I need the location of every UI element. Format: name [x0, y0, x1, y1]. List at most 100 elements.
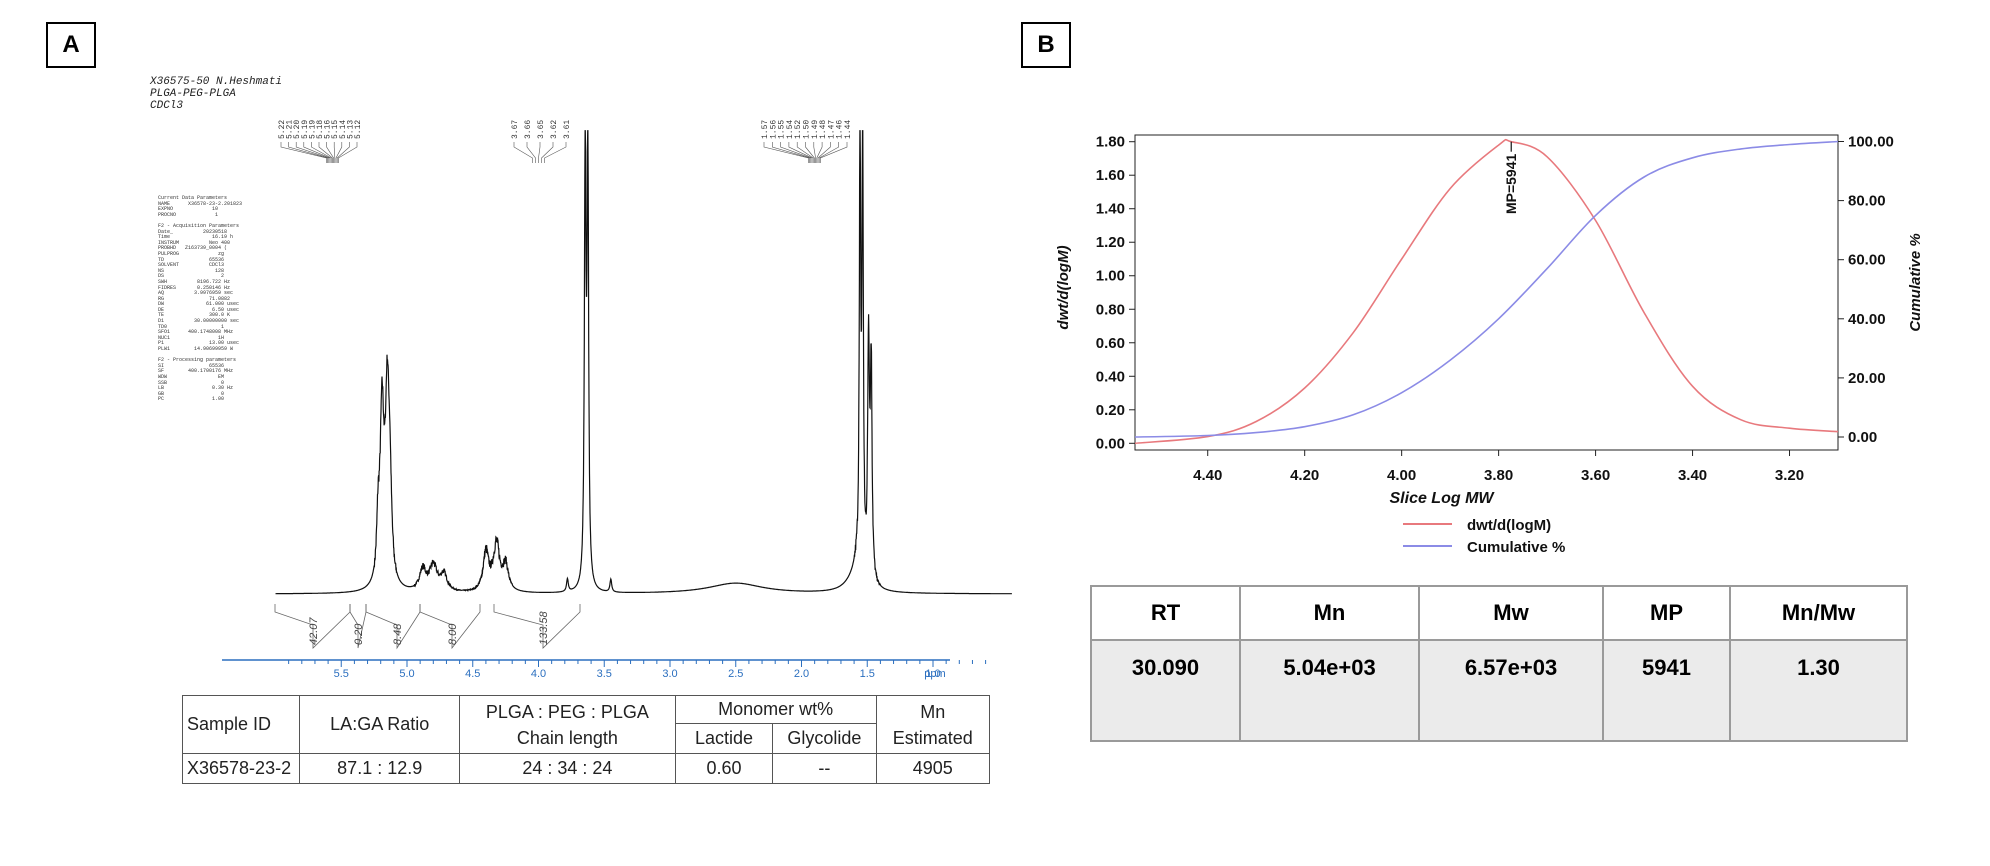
nmr-peak-leader [303, 142, 331, 163]
cell-glycolide: -- [772, 753, 877, 784]
gpc-y-tick-label: 0.40 [1096, 368, 1125, 385]
nmr-axis-tick-label: 4.5 [465, 668, 480, 680]
nmr-sample-info-line: X36575-50 N.Heshmati [150, 76, 283, 88]
nmr-peak-label: 1.52 [794, 120, 803, 139]
nmr-sample-info-line: CDCl3 [150, 100, 184, 112]
gpc-legend-label: dwt/d(logM) [1467, 517, 1551, 534]
gpc-series-cumulative-line [1134, 140, 1839, 438]
nmr-peak-label: 1.48 [819, 120, 828, 139]
gpc-mp-annotation: MP=5941 [1503, 153, 1519, 214]
nmr-axis-tick-label: 3.0 [662, 668, 677, 680]
nmr-peak-leader [816, 142, 823, 163]
nmr-integral-labels: 42.07 0.20 8.48 8.00 133.58 [274, 604, 581, 650]
gpc-y2-tick-label: 40.00 [1848, 311, 1886, 328]
nmr-axis-tick-label: 1.5 [860, 668, 875, 680]
gpc-x-tick-label: 3.20 [1775, 467, 1804, 484]
nmr-peak-label: 1.49 [811, 120, 820, 139]
nmr-integral-value: 8.48 [392, 623, 404, 645]
nmr-peak-label: 1.57 [761, 120, 770, 139]
nmr-peak-label: 5.19 [301, 120, 310, 139]
nmr-peak-label: 1.56 [769, 120, 778, 139]
header-lactide: Lactide [674, 723, 774, 754]
nmr-peak-leader [817, 142, 831, 163]
gpc-annotation: MP=5941 [1503, 141, 1519, 214]
nmr-peak-leader [288, 142, 328, 163]
header-sample-id: Sample ID [181, 695, 301, 754]
nmr-peak-label: 3.66 [524, 120, 533, 139]
gpc-chart: 4.40 4.20 4.00 3.80 3.60 3.40 3.20 0.00 0.20 0.40… [1055, 134, 1924, 556]
nmr-axis-tick-label: 2.0 [794, 668, 809, 680]
gpc-y-tick-label: 1.80 [1096, 134, 1125, 151]
nmr-peak-label: 5.20 [293, 120, 302, 139]
panel-label-b: B [1021, 22, 1071, 68]
nmr-axis-tick-label: 5.0 [399, 668, 414, 680]
nmr-integral-value: 8.00 [447, 623, 459, 645]
nmr-sample-info: X36575-50 N.Heshmati PLGA-PEG-PLGA CDCl3 [150, 76, 282, 112]
cell-lactide: 0.60 [674, 753, 774, 784]
nmr-axis-tick-label: 1.0 [925, 668, 940, 680]
nmr-peak-label: 5.15 [331, 120, 340, 139]
gpc-y-tick-label: 1.20 [1096, 234, 1125, 251]
nmr-peak-leader [544, 142, 567, 163]
nmr-peak-label: 1.55 [778, 120, 787, 139]
nmr-peak-label: 3.65 [537, 120, 546, 139]
cell-la-ga-ratio: 87.1 : 12.9 [299, 753, 460, 784]
nmr-axis-tick-label: 4.0 [531, 668, 546, 680]
gpc-header-mn: Mn [1239, 585, 1420, 641]
nmr-peak-label: 1.44 [844, 120, 853, 139]
gpc-y-tick-label: 0.80 [1096, 301, 1125, 318]
header-monomer: Monomer wt% [674, 695, 877, 724]
nmr-peak-label: 3.61 [563, 120, 572, 139]
cell-sample-id: X36578-23-2 [181, 753, 301, 784]
gpc-series [1134, 138, 1839, 445]
nmr-peak-label: 5.14 [339, 120, 348, 139]
gpc-x-tick-label: 4.20 [1290, 467, 1319, 484]
nmr-peak-label: 5.13 [346, 120, 355, 139]
cell-chain-length: 24 : 34 : 24 [459, 753, 676, 784]
nmr-peak-leader [538, 142, 541, 163]
header-mn-estimated: Mn Estimated [875, 695, 991, 754]
gpc-y2-tick-label: 20.00 [1848, 370, 1886, 387]
gpc-x-tick-label: 4.40 [1193, 467, 1222, 484]
gpc-y2-tick-label: 60.00 [1848, 252, 1886, 269]
nmr-spectrum-chart: 5.225.215.205.195.195.185.165.155.145.13… [222, 120, 1012, 680]
nmr-peak-leader [780, 142, 812, 163]
nmr-peak-leader [280, 142, 327, 163]
nmr-peak-label: 1.47 [827, 120, 836, 139]
nmr-sample-info-line: PLGA-PEG-PLGA [150, 88, 236, 100]
gpc-value-mn-mw: 1.30 [1729, 639, 1908, 742]
gpc-y-tick-label: 1.60 [1096, 167, 1125, 184]
nmr-peak-leader [335, 142, 343, 163]
nmr-peak-leader [333, 142, 336, 163]
nmr-axis-unit: ppm [924, 668, 945, 680]
nmr-peak-labels: 5.225.215.205.195.195.185.165.155.145.13… [278, 120, 853, 163]
gpc-x-tick-label: 4.00 [1387, 467, 1416, 484]
nmr-peak-leader [796, 142, 814, 163]
nmr-peak-leader [541, 142, 554, 163]
gpc-x-tick-label: 3.40 [1678, 467, 1707, 484]
nmr-integral-value: 133.58 [538, 610, 550, 645]
nmr-peak-label: 5.16 [324, 120, 333, 139]
nmr-spectrum-trace [275, 130, 1012, 595]
nmr-integral-value: 42.07 [308, 617, 320, 645]
nmr-integral-bracket [419, 604, 481, 650]
gpc-y2-tick-label: 100.00 [1848, 134, 1894, 151]
gpc-header-mn-mw: Mn/Mw [1729, 585, 1908, 641]
gpc-y-tick-label: 1.40 [1096, 201, 1125, 218]
gpc-x-tick-label: 3.80 [1484, 467, 1513, 484]
gpc-header-mw: Mw [1418, 585, 1604, 641]
nmr-peak-label: 5.18 [316, 120, 325, 139]
gpc-legend-label: Cumulative % [1467, 539, 1565, 556]
nmr-axis-tick-label: 2.5 [728, 668, 743, 680]
gpc-y-tick-label: 0.00 [1096, 435, 1125, 452]
gpc-series-dwt-line [1134, 138, 1839, 445]
gpc-y-tick-label: 0.20 [1096, 402, 1125, 419]
nmr-summary-table: Sample ID LA:GA Ratio PLGA : PEG : PLGA … [181, 695, 991, 784]
gpc-y2-axis-label: Cumulative % [1907, 233, 1924, 331]
gpc-legend: dwt/d(logM) Cumulative % [1403, 517, 1565, 556]
nmr-peak-leader [318, 142, 333, 163]
gpc-header-rt: RT [1090, 585, 1241, 641]
nmr-peak-label: 5.22 [278, 120, 287, 139]
nmr-peak-label: 1.46 [836, 120, 845, 139]
